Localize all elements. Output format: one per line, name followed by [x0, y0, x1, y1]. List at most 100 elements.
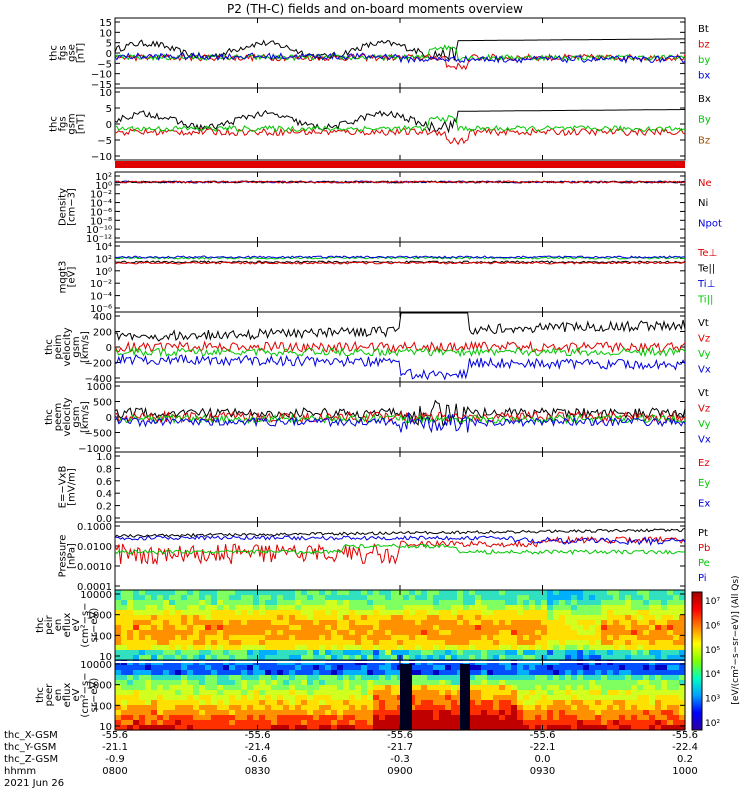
series-vt [114, 312, 686, 342]
y-axis-label: [nPa] [67, 543, 78, 569]
legend-pe: Pe [698, 558, 710, 569]
ephemeris-value: -55.6 [672, 730, 698, 741]
y-tick-label: −10 [91, 152, 112, 163]
y-axis-label: Pressure [58, 535, 69, 578]
ephemeris-value: -0.9 [105, 754, 125, 765]
y-tick-label: 1000 [87, 382, 112, 393]
colorbar-tick-label: 10⁴ [705, 670, 720, 680]
y-axis-label: [cm−3] [67, 188, 78, 226]
y-axis-label: sr−eV) [89, 608, 100, 643]
y-axis-label: thc [35, 617, 46, 633]
y-tick-label: −5 [97, 59, 112, 70]
y-tick-label: −15 [91, 80, 112, 91]
ephemeris-value: -22.4 [672, 742, 698, 753]
series-vz [114, 340, 686, 354]
y-axis-label: [nT] [76, 114, 87, 134]
y-tick-label: 0 [106, 343, 112, 354]
y-tick-label: −5 [97, 136, 112, 147]
y-tick-label: −10 [91, 70, 112, 81]
series-bz [114, 127, 686, 146]
y-axis-label: eflux [62, 683, 73, 708]
y-tick-label: 10⁻⁶ [90, 207, 112, 218]
y-axis-label: gsm [67, 113, 78, 134]
y-tick-label: 10000 [80, 590, 112, 601]
ephemeris-label: hhmm [4, 766, 36, 777]
legend-pi: Pi [698, 573, 707, 584]
y-axis-label: eV [71, 618, 82, 631]
y-tick-label: 10⁴ [95, 242, 112, 253]
y-axis-label: peem [53, 403, 64, 431]
y-tick-label: 10 [99, 88, 112, 99]
colorbar-tick-label: 10⁷ [705, 597, 720, 607]
series-pe [114, 543, 686, 555]
legend-bt: Bt [698, 24, 709, 35]
y-axis-label: (cm²−s− [80, 602, 91, 647]
colorbar [691, 591, 703, 731]
y-axis-label: thc [49, 116, 60, 132]
colorbar-label: [eV/(cm²−s−sr−eV)] (All Qs) [731, 575, 741, 704]
y-tick-label: −400 [85, 374, 112, 385]
series-tiperp [114, 255, 686, 259]
y-axis-label: gsm [71, 406, 82, 427]
date-label: 2021 Jun 26 [4, 778, 64, 789]
legend-vy: Vy [698, 349, 711, 360]
legend-by: by [698, 55, 710, 66]
fgs_gse-frame [114, 17, 686, 89]
y-tick-label: 10⁻² [90, 279, 112, 290]
fgs_gsm-frame [114, 87, 686, 161]
y-tick-label: 10 [99, 652, 112, 663]
y-tick-label: 10⁰ [95, 181, 112, 192]
y-axis-label: peim [53, 334, 64, 359]
legend-vz: Vz [698, 403, 710, 414]
y-axis-label: peir [44, 614, 55, 634]
y-tick-label: 15 [99, 18, 112, 29]
ephemeris-value: -55.6 [102, 730, 128, 741]
legend-ti⊥: Ti⊥ [697, 279, 715, 290]
temperature-frame [114, 241, 686, 313]
y-tick-label: 10² [95, 172, 112, 183]
y-axis-label: E=−VxB [58, 466, 69, 509]
series-teperp [114, 261, 686, 265]
legend-bz: bz [698, 39, 710, 50]
ephemeris-value: 0900 [387, 766, 412, 777]
legend-ne: Ne [698, 178, 712, 189]
y-tick-label: 0.8 [96, 464, 112, 475]
y-tick-label: 10 [99, 28, 112, 39]
series-ne [114, 180, 686, 184]
y-axis-label: [nT] [76, 43, 87, 63]
y-axis-label: thc [49, 45, 60, 61]
series-vz [114, 410, 686, 424]
ephemeris-value: -21.4 [245, 742, 271, 753]
ephemeris-value: 1000 [672, 766, 697, 777]
y-tick-label: 10⁻¹² [86, 234, 112, 245]
legend-vy: Vy [698, 419, 711, 430]
legend-by: By [698, 115, 711, 126]
separator-bar [115, 161, 685, 168]
legend-vt: Vt [698, 318, 709, 329]
y-axis-label: peer [44, 683, 55, 707]
y-tick-label: 1000 [87, 611, 112, 622]
y-axis-label: thc [35, 687, 46, 703]
y-axis-label: sr−eV) [89, 678, 100, 713]
y-tick-label: 0.2 [96, 502, 112, 513]
legend-vt: Vt [698, 388, 709, 399]
legend-ti||: Ti|| [697, 294, 713, 305]
legend-bx: bx [698, 70, 710, 81]
y-axis-label: fgs [58, 45, 69, 60]
y-axis-label: en [53, 689, 64, 702]
legend-vx: Vx [698, 434, 711, 445]
y-tick-label: 0.0001 [77, 582, 112, 593]
y-axis-label: Density [58, 188, 69, 226]
y-tick-label: 0.4 [96, 489, 112, 500]
y-tick-label: 10² [95, 254, 112, 265]
y-tick-label: −1000 [78, 444, 112, 455]
y-axis-label: [km/s] [80, 401, 91, 433]
y-tick-label: 0.0 [96, 514, 112, 525]
series-bt [114, 38, 685, 61]
ephemeris-value: -0.3 [390, 754, 410, 765]
ephemeris-label: thc_Z-GSM [4, 754, 58, 765]
y-tick-label: −500 [85, 429, 112, 440]
series-bt [114, 109, 685, 134]
ephemeris-value: -55.6 [530, 730, 556, 741]
